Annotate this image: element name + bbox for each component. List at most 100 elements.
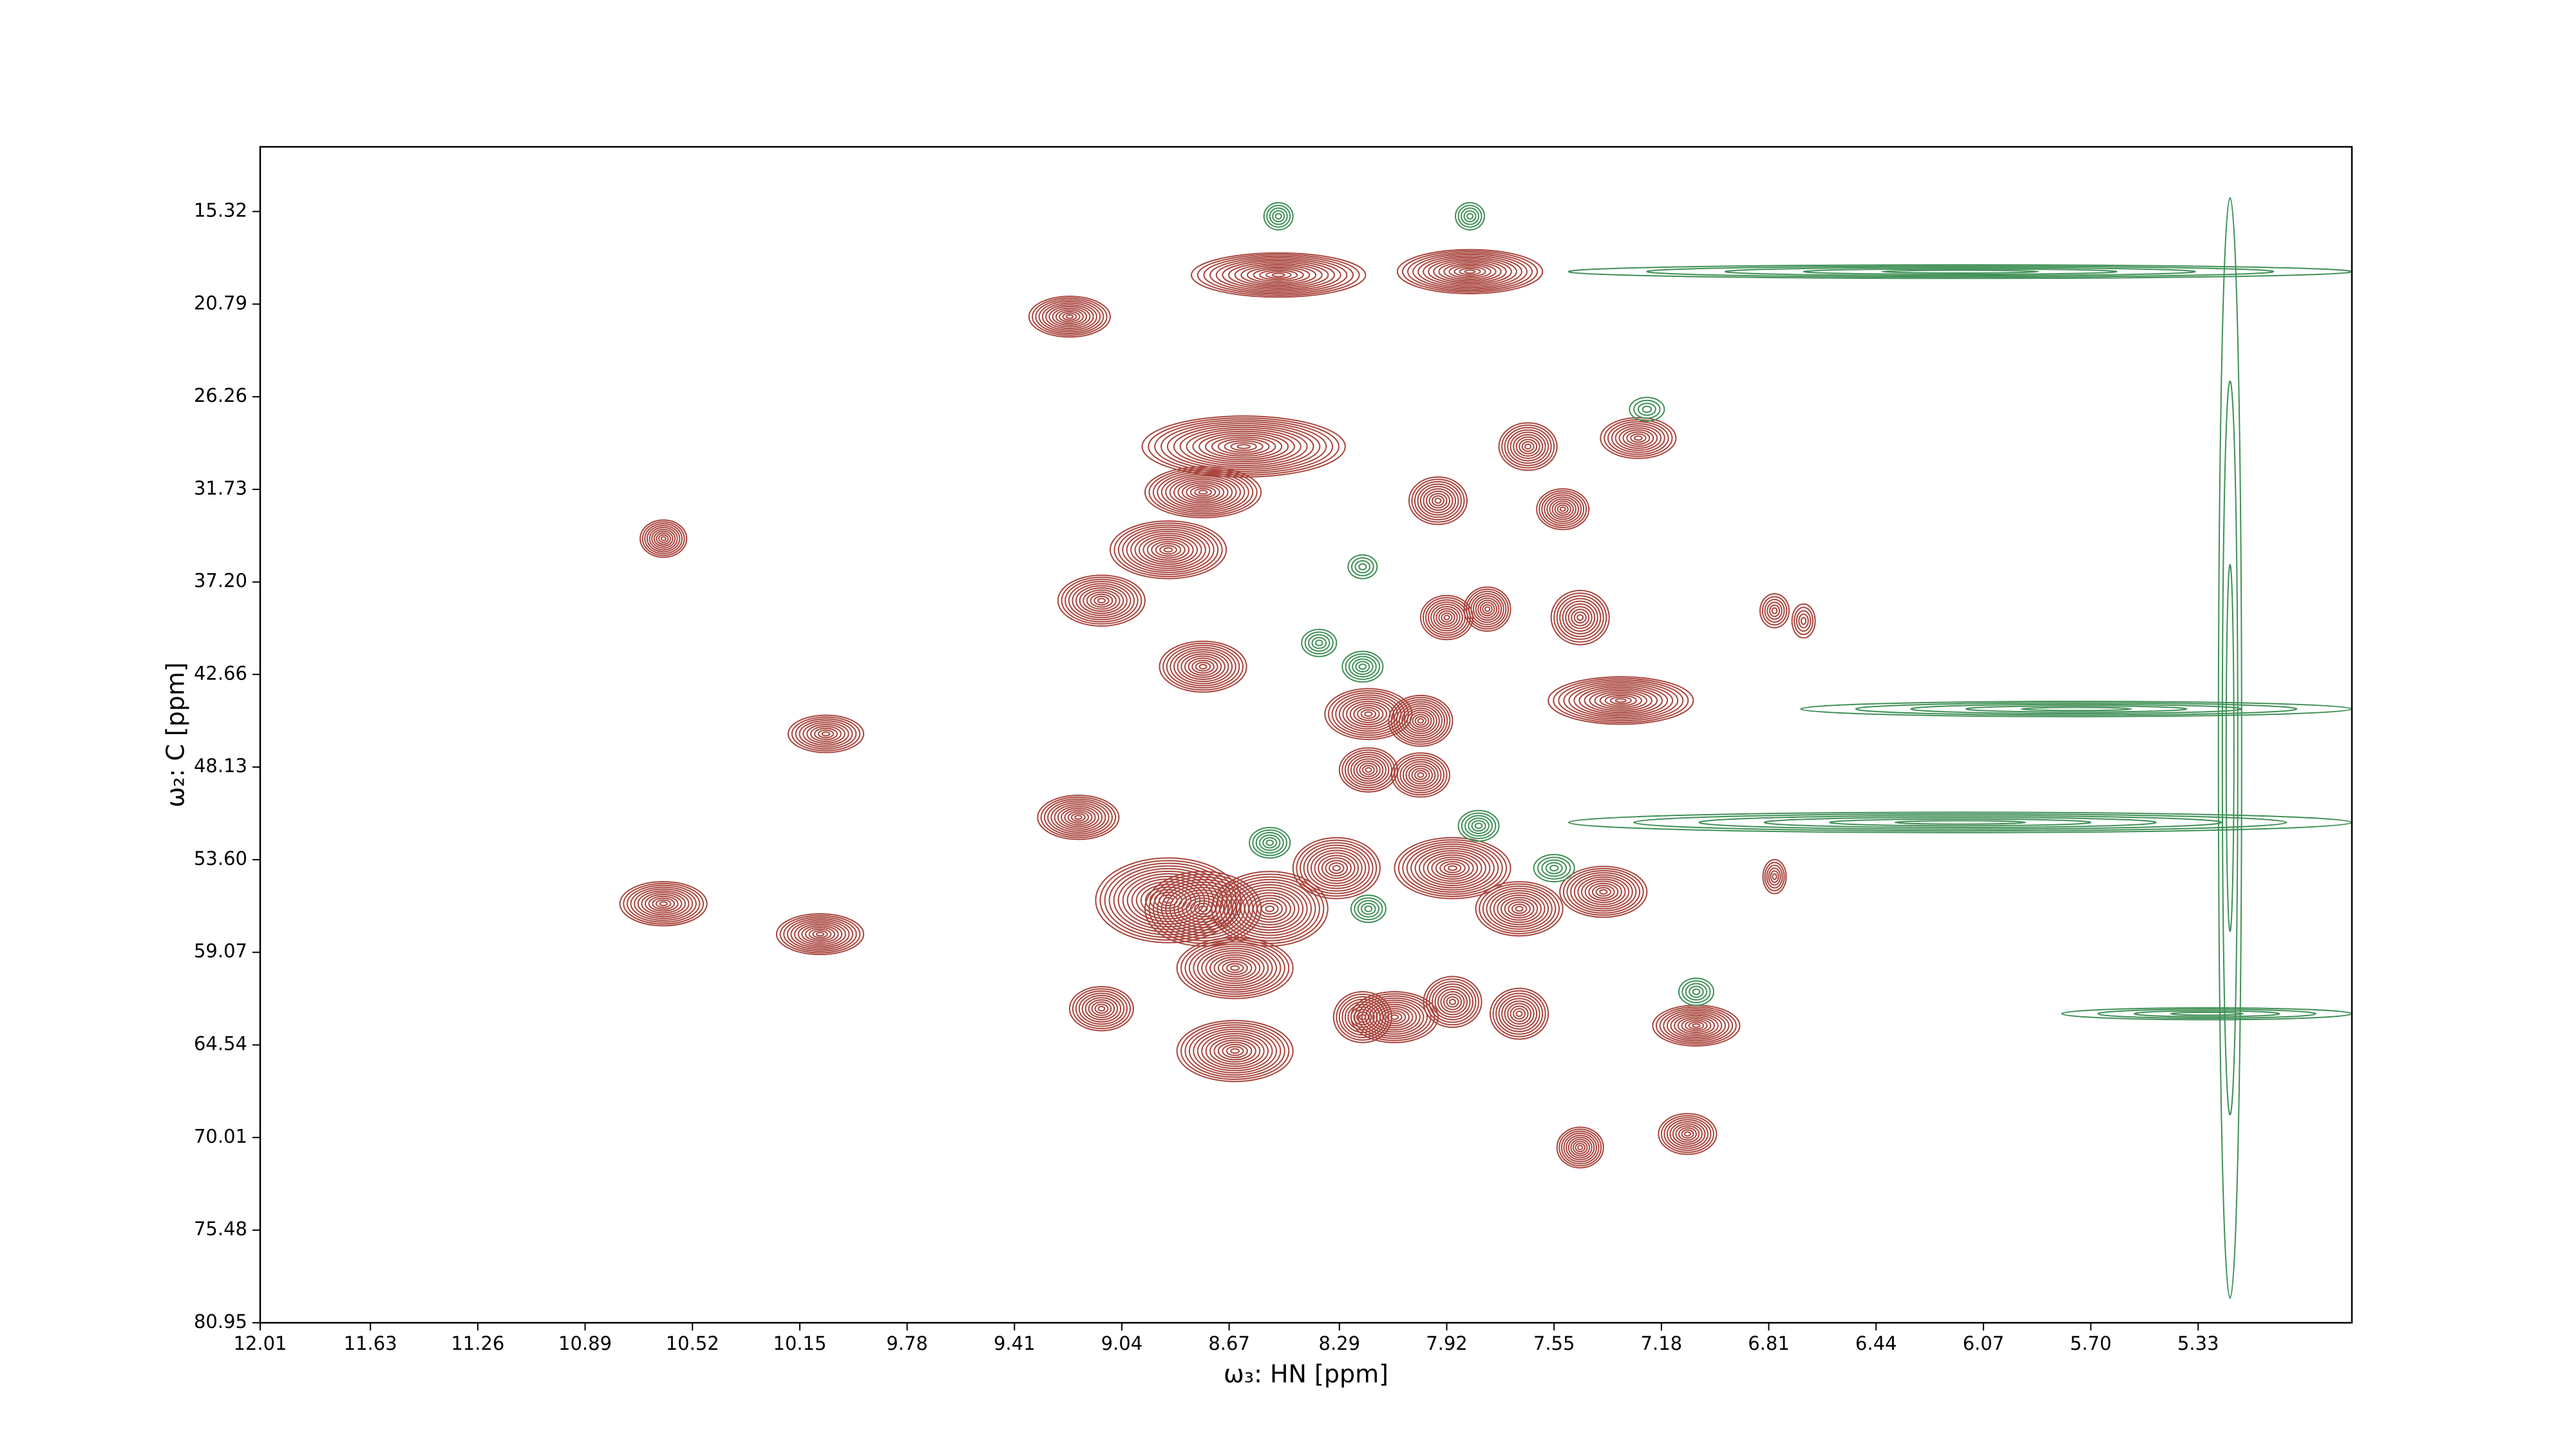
contour-level: [1240, 265, 1317, 285]
contour-level: [1336, 993, 1390, 1041]
contour-level: [1338, 747, 1398, 793]
contour-level: [1411, 768, 1430, 782]
contour-level: [2221, 380, 2239, 1116]
contour-level: [1565, 603, 1596, 632]
contour-level: [1198, 905, 1208, 913]
contour-level: [1443, 993, 1463, 1010]
contour-level: [655, 899, 672, 908]
contour-level: [1197, 254, 1360, 296]
contour-level: [1566, 869, 1641, 914]
contour-level: [1457, 810, 1500, 842]
contour-level: [1028, 296, 1111, 338]
contour-level: [1170, 647, 1236, 687]
contour-level: [1829, 818, 2092, 827]
contour-level: [1482, 886, 1557, 933]
contour-level: [1194, 488, 1212, 497]
contour-level: [1341, 749, 1396, 791]
contour-level: [1209, 257, 1348, 293]
contour-level: [1177, 651, 1229, 683]
contour-level: [1663, 1009, 1730, 1042]
contour-level: [1423, 852, 1482, 884]
contour-level: [1347, 753, 1390, 786]
contour-level: [1770, 870, 1779, 883]
contour-level: [1090, 593, 1113, 608]
contour-level: [1434, 497, 1442, 504]
contour-level: [1265, 905, 1275, 913]
contour-level: [1246, 266, 1311, 284]
contour-level: [1354, 560, 1371, 574]
contour-level: [1599, 693, 1642, 708]
contour-level: [1414, 481, 1463, 520]
contour-level: [1184, 941, 1285, 995]
contour-level: [1226, 963, 1244, 973]
y-tick-label: 42.66: [194, 662, 247, 684]
contour-level: [1325, 860, 1349, 876]
contour-level: [1577, 876, 1630, 907]
contour-level: [1081, 994, 1122, 1023]
contour-level: [1408, 476, 1468, 526]
contour-level: [810, 725, 842, 743]
peak: [619, 881, 708, 927]
x-tick-label: 11.26: [451, 1332, 504, 1354]
contour-level: [1165, 475, 1241, 509]
contour-level: [1607, 421, 1669, 455]
peak: [1109, 520, 1227, 580]
contour-level: [1269, 207, 1288, 225]
contour-level: [1464, 269, 1476, 274]
contour-level: [1117, 524, 1219, 576]
peak: [1176, 936, 1294, 999]
contour-level: [652, 897, 676, 910]
contour-level: [1588, 882, 1619, 902]
contour-level: [1390, 752, 1450, 798]
contour-level: [1094, 1003, 1109, 1014]
contour-level: [1361, 997, 1428, 1037]
contour-level: [1160, 421, 1327, 472]
contour-level: [1083, 589, 1121, 612]
contour-level: [1099, 860, 1237, 941]
contour-level: [1255, 831, 1284, 854]
contour-level: [1192, 430, 1295, 463]
contour-level: [1584, 688, 1658, 714]
contour-level: [1215, 258, 1341, 292]
contour-level: [1669, 1121, 1706, 1147]
contour-level: [1359, 762, 1378, 777]
peak: [787, 714, 865, 753]
contour-level: [1070, 813, 1086, 822]
peak: [1347, 554, 1378, 580]
contour-level: [1072, 583, 1132, 618]
contour-level: [1472, 595, 1502, 623]
contour-level: [1604, 694, 1637, 706]
contour-level: [2170, 1011, 2244, 1016]
contour-level: [1683, 1131, 1691, 1137]
x-tick-label: 8.67: [1208, 1332, 1250, 1354]
contour-level: [1205, 1035, 1265, 1067]
contour-level: [1355, 661, 1370, 673]
contour-level: [1430, 603, 1463, 632]
contour-level: [1764, 598, 1785, 623]
peak: [639, 519, 688, 558]
contour-level: [1591, 885, 1615, 899]
contour-level: [1533, 854, 1575, 883]
contour-level: [1622, 429, 1654, 447]
contour-level: [1213, 1039, 1256, 1063]
contour-level: [1441, 612, 1453, 623]
contour-level: [1599, 889, 1608, 895]
contour-level: [1578, 686, 1663, 715]
contour-level: [1047, 800, 1110, 835]
contour-level: [1142, 536, 1194, 563]
contour-level: [1486, 887, 1553, 930]
contour-level: [1388, 694, 1454, 747]
contour-level: [1383, 1010, 1406, 1025]
contour-level: [1361, 902, 1376, 915]
contour-level: [1417, 772, 1425, 778]
contour-level: [1670, 1013, 1723, 1038]
contour-level: [1541, 492, 1585, 526]
contour-level: [1342, 698, 1395, 730]
contour-level: [1059, 310, 1081, 323]
contour-level: [1353, 705, 1384, 723]
contour-level: [1041, 302, 1097, 331]
contour-level: [1332, 865, 1341, 871]
contour-level: [1356, 760, 1381, 780]
contour-level: [1519, 439, 1538, 455]
contour-level: [808, 928, 832, 940]
